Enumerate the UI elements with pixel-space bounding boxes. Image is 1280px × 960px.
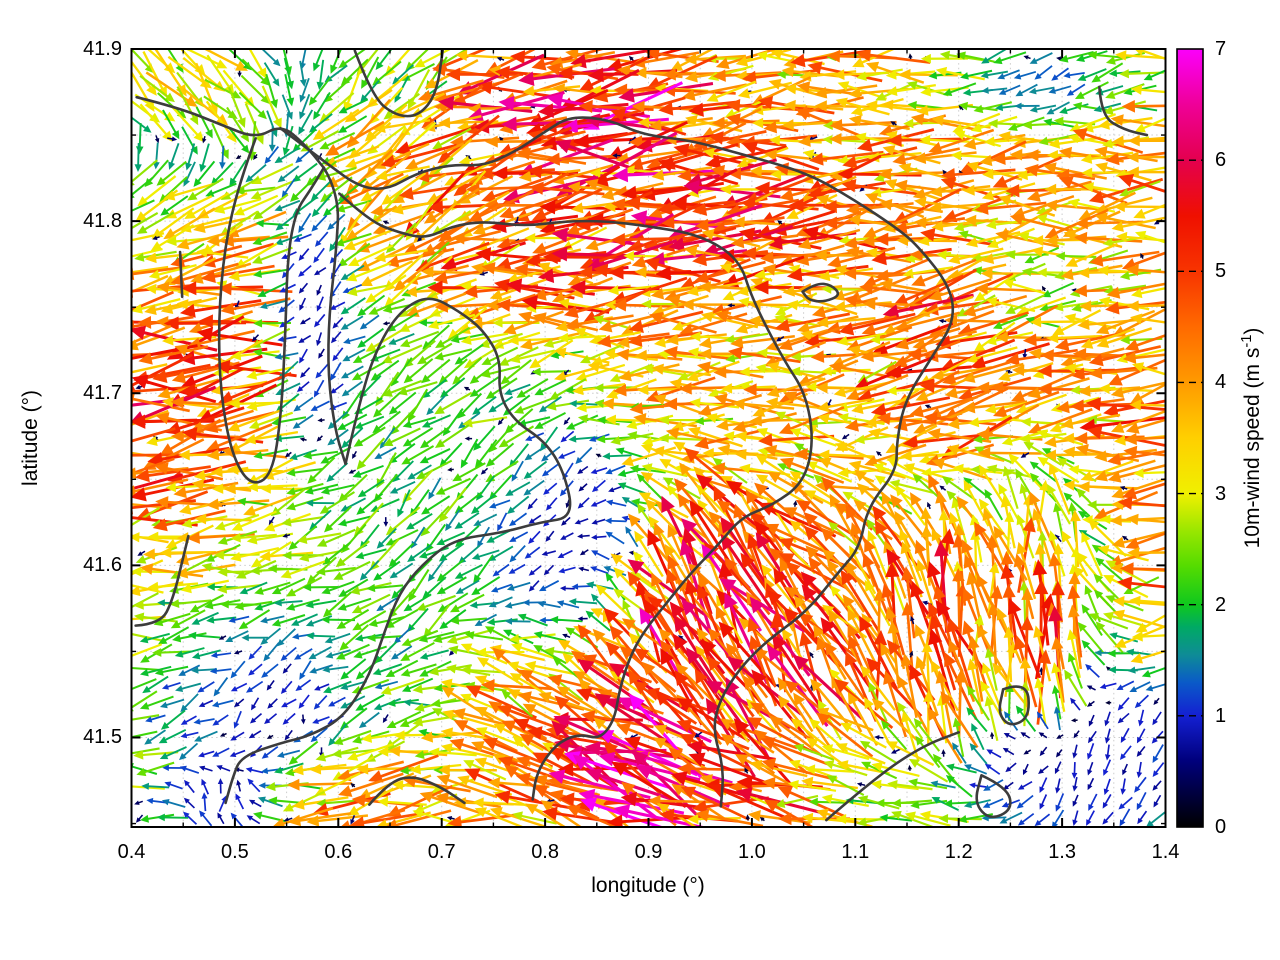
x-tick-label: 1.3	[1048, 841, 1076, 863]
x-tick-label: 0.5	[220, 841, 249, 863]
colorbar-tick-label: 0	[1215, 816, 1227, 838]
y-tick-label: 41.5	[83, 726, 122, 749]
colorbar-label-close: )	[1241, 327, 1264, 335]
x-tick-label: 0.7	[427, 841, 456, 863]
x-tick-label: 1.2	[944, 841, 973, 863]
x-axis-label: longitude (°)	[591, 874, 705, 897]
colorbar-label-superscript: -1	[1239, 334, 1255, 348]
colorbar-tick-label: 7	[1215, 38, 1227, 60]
x-tick-label: 1.0	[737, 841, 766, 863]
colorbar-tick-label: 2	[1215, 593, 1227, 616]
colorbar-tick-label: 5	[1215, 260, 1227, 283]
colorbar-tick-label: 1	[1215, 704, 1227, 727]
y-tick-label: 41.8	[83, 210, 122, 233]
y-tick-label: 41.6	[83, 554, 122, 577]
y-tick-label: 41.7	[83, 382, 122, 405]
colorbar-tick-label: 4	[1215, 371, 1227, 394]
y-tick-label: 41.9	[83, 38, 122, 60]
x-tick-label: 0.4	[117, 841, 146, 863]
x-tick-label: 0.6	[324, 841, 353, 863]
x-tick-label: 1.1	[841, 841, 870, 863]
colorbar-tick-label: 3	[1215, 482, 1227, 505]
x-tick-label: 0.9	[634, 841, 663, 863]
x-tick-label: 1.4	[1151, 841, 1180, 863]
x-tick-label: 0.8	[531, 841, 559, 863]
colorbar-label: 10m-wind speed (m s-1)	[1239, 328, 1265, 549]
colorbar-tick-label: 6	[1215, 149, 1227, 172]
